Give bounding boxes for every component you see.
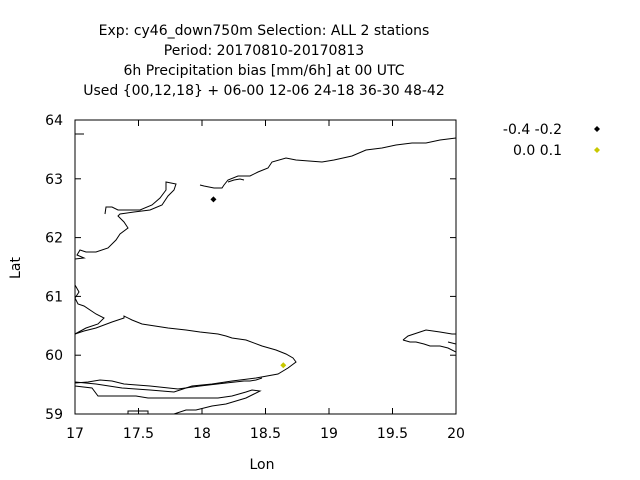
x-axis-label: Lon <box>250 457 275 473</box>
legend-label: 0.0 0.1 <box>513 143 562 159</box>
y-tick-label: 59 <box>45 407 63 423</box>
title-line: Period: 20170810-20170813 <box>164 43 364 59</box>
y-tick-label: 64 <box>45 113 63 129</box>
x-tick-label: 19 <box>320 426 338 442</box>
chart-title: Exp: cy46_down750m Selection: ALL 2 stat… <box>83 23 444 99</box>
legend-marker <box>594 147 600 153</box>
title-line: Used {00,12,18} + 06-00 12-06 24-18 36-3… <box>83 83 444 99</box>
plot-frame <box>74 119 457 415</box>
coastline-map <box>75 133 456 414</box>
y-axis-label: Lat <box>8 257 24 279</box>
legend: -0.4 -0.2 0.0 0.1 <box>503 122 600 159</box>
data-point-series-1 <box>280 362 287 369</box>
x-tick-label: 20 <box>447 426 465 442</box>
legend-label: -0.4 -0.2 <box>503 122 562 138</box>
title-line: 6h Precipitation bias [mm/6h] at 00 UTC <box>124 63 405 79</box>
x-tick-label: 17.5 <box>123 426 154 442</box>
legend-marker <box>594 126 600 132</box>
data-markers <box>210 196 287 369</box>
y-tick-label: 62 <box>45 231 63 247</box>
x-tick-label: 18 <box>193 426 211 442</box>
y-tick-label: 63 <box>45 172 63 188</box>
x-tick-label: 17 <box>66 426 84 442</box>
y-tick-label: 60 <box>45 348 63 364</box>
x-tick-label: 19.5 <box>377 426 408 442</box>
x-tick-label: 18.5 <box>250 426 281 442</box>
y-tick-label: 61 <box>45 289 63 305</box>
data-point-series-0 <box>210 196 217 203</box>
title-line: Exp: cy46_down750m Selection: ALL 2 stat… <box>99 23 430 39</box>
axes: 17 17.5 18 18.5 19 19.5 20 59 60 61 62 63 64 <box>45 113 465 442</box>
